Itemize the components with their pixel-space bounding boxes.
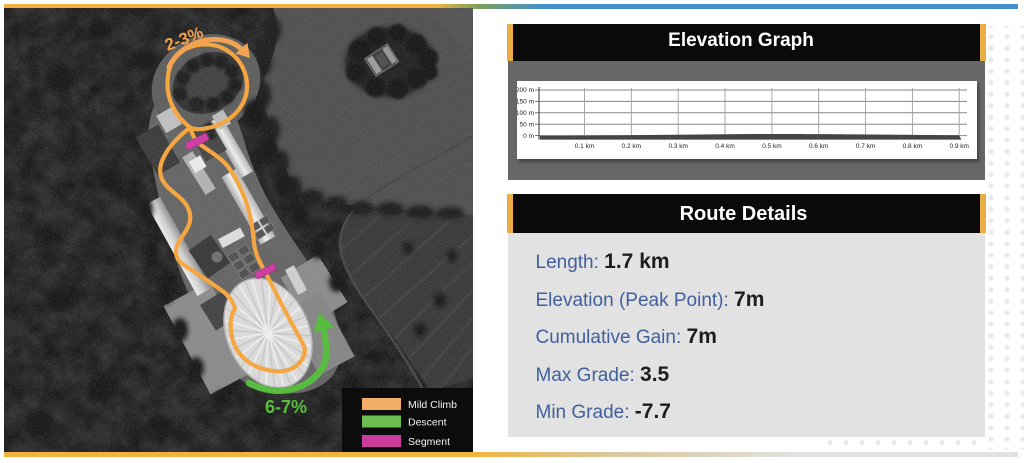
svg-text:50 m: 50 m [520,121,534,128]
svg-text:0.1 km: 0.1 km [575,143,595,150]
svg-text:0.3 km: 0.3 km [668,143,688,150]
svg-text:0.5 km: 0.5 km [762,143,782,150]
svg-text:0.2 km: 0.2 km [622,143,642,150]
svg-text:Mild Climb: Mild Climb [408,399,457,411]
svg-text:Descent: Descent [408,417,447,429]
svg-text:0.4 km: 0.4 km [715,143,735,150]
svg-text:Segment: Segment [408,436,450,448]
svg-text:0.6 km: 0.6 km [809,143,829,150]
svg-text:200 m: 200 m [517,87,534,94]
svg-text:0 m: 0 m [523,133,534,140]
svg-text:150 m: 150 m [517,99,534,106]
svg-text:6-7%: 6-7% [265,397,307,417]
svg-text:0.9 km: 0.9 km [949,143,969,150]
svg-text:100 m: 100 m [517,110,534,117]
svg-text:0.7 km: 0.7 km [856,143,876,150]
svg-text:0.8 km: 0.8 km [903,143,923,150]
